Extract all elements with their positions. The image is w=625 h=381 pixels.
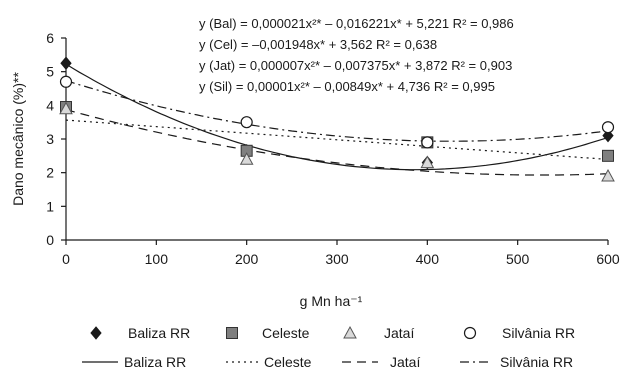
y-tick-label: 0 [46, 232, 54, 248]
legend-line-label-3: Silvânia RR [500, 354, 573, 370]
equation-2: y (Jat) = 0,000007x²* – 0,007375x* + 3,8… [199, 58, 512, 73]
data-point-2-3 [601, 168, 615, 182]
y-tick-label: 6 [46, 30, 54, 46]
x-tick-label: 400 [416, 251, 440, 267]
fit-line-1 [65, 119, 609, 160]
data-point-3-1 [240, 116, 253, 129]
fit-line-0 [65, 63, 609, 171]
y-tick-label: 5 [46, 64, 54, 80]
equation-0: y (Bal) = 0,000021x²* – 0,016221x* + 5,2… [199, 16, 514, 31]
legend-marker-3 [463, 326, 477, 340]
x-tick-label: 0 [62, 251, 70, 267]
legend-marker-label-2: Jataí [384, 325, 414, 341]
fit-line-2 [65, 109, 609, 176]
data-point-2-2 [420, 155, 435, 169]
x-tick-label: 300 [325, 251, 349, 267]
y-tick-label: 3 [46, 131, 54, 147]
legend-marker-label-3: Silvânia RR [502, 325, 575, 341]
y-tick-label: 2 [46, 165, 54, 181]
legend-line-label-2: Jataí [390, 354, 420, 370]
data-point-2-1 [239, 152, 254, 165]
data-point-3-0 [59, 75, 73, 88]
data-point-1-3 [602, 149, 614, 162]
y-axis-title: Dano mecânico (%)** [10, 72, 26, 206]
x-tick-label: 100 [145, 251, 169, 267]
data-point-3-3 [601, 121, 615, 134]
x-tick-label: 200 [235, 251, 259, 267]
x-axis-title: g Mn ha⁻¹ [300, 293, 363, 309]
legend-marker-label-1: Celeste [262, 325, 310, 341]
legend-marker-label-0: Baliza RR [128, 325, 190, 341]
data-point-0-3 [602, 128, 614, 143]
y-tick-label: 1 [46, 198, 54, 214]
x-tick-label: 600 [596, 251, 620, 267]
legend-line-label-0: Baliza RR [124, 354, 186, 370]
equation-3: y (Sil) = 0,00001x²* – 0,00849x* + 4,736… [199, 79, 495, 94]
data-point-0-0 [60, 56, 72, 71]
data-point-3-2 [421, 136, 434, 149]
y-tick-label: 4 [46, 97, 54, 113]
data-point-2-0 [59, 101, 73, 115]
x-tick-label: 500 [506, 251, 530, 267]
fit-line-3 [65, 80, 609, 142]
equation-1: y (Cel) = –0,001948x* + 3,562 R² = 0,638 [199, 37, 437, 52]
legend-line-label-1: Celeste [264, 354, 312, 370]
legend-marker-0 [90, 326, 102, 340]
legend-marker-2 [343, 325, 357, 339]
legend-marker-1 [226, 327, 238, 339]
